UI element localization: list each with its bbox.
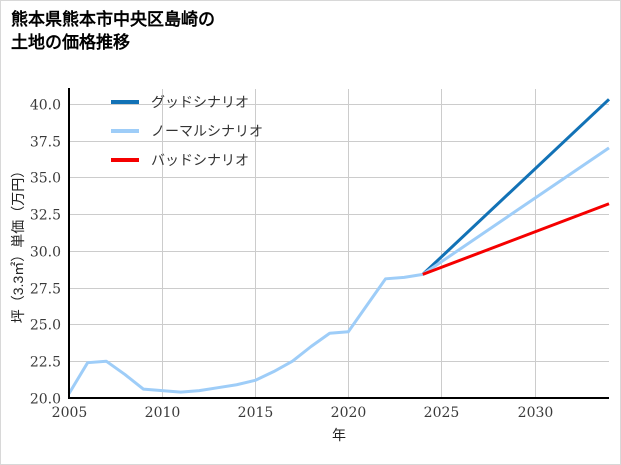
y-tick-label: 27.5 (30, 282, 61, 298)
x-tick-label: 2030 (518, 405, 554, 421)
y-tick-label: 40.0 (30, 98, 61, 114)
legend-label: ノーマルシナリオ (151, 124, 263, 140)
axis-title-group: 年 坪（3.3㎡）単価（万円） (10, 164, 346, 443)
y-tick-label: 32.5 (30, 208, 61, 224)
y-tick-label: 20.0 (30, 392, 61, 408)
y-tick-label: 30.0 (30, 245, 61, 261)
y-tick-label: 35.0 (30, 171, 61, 187)
series-group (67, 98, 611, 395)
x-axis-title: 年 (332, 427, 346, 443)
series-line (67, 146, 610, 395)
tick-label-group: 20.0 22.5 25.0 27.5 30.0 32.5 35.0 37.5 40.0 2005… (30, 98, 553, 422)
y-tick-label: 25.0 (30, 318, 61, 334)
x-tick-label: 2010 (145, 405, 181, 421)
x-tick-label: 2025 (424, 405, 460, 421)
x-tick-label: 2015 (238, 405, 274, 421)
axis-group (68, 88, 609, 399)
y-tick-label: 37.5 (30, 135, 61, 151)
y-axis-title: 坪（3.3㎡）単価（万円） (10, 164, 26, 323)
x-tick-label: 2005 (52, 405, 88, 421)
series-line (422, 202, 610, 276)
series-line (421, 98, 611, 276)
legend-label: グッドシナリオ (151, 95, 249, 111)
page-title: 熊本県熊本市中央区島崎の 土地の価格推移 (11, 10, 215, 52)
grid-group (69, 89, 609, 399)
x-tick-label: 2020 (331, 405, 367, 421)
y-tick-label: 22.5 (30, 355, 61, 371)
legend-label: バッドシナリオ (151, 153, 249, 169)
